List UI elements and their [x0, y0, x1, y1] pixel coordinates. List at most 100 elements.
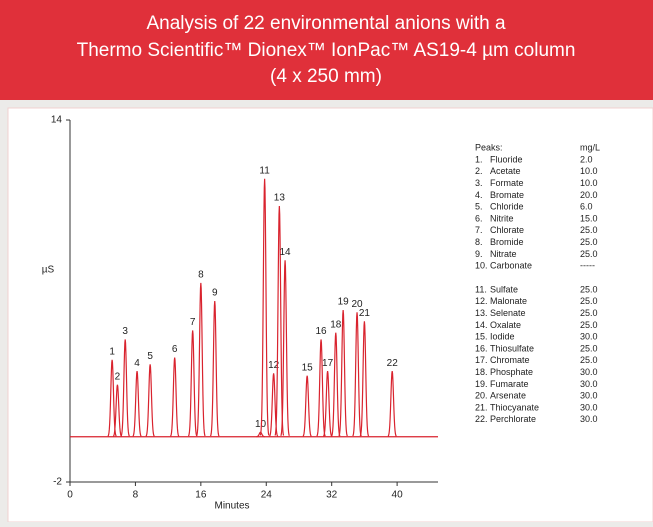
table-cell: Chloride — [490, 202, 524, 212]
peak — [169, 357, 180, 437]
peak-label: 4 — [134, 358, 140, 369]
peak — [316, 339, 326, 437]
peak — [209, 300, 220, 437]
peak-label: 6 — [172, 344, 178, 355]
table-cell: 30.0 — [580, 367, 598, 377]
peak — [112, 384, 123, 437]
peak — [387, 371, 397, 437]
x-tick-label: 0 — [67, 490, 73, 501]
peak — [338, 310, 348, 437]
table-cell: 25.0 — [580, 237, 598, 247]
table-cell: Thiocyanate — [490, 402, 539, 412]
peak — [302, 375, 312, 437]
y-tick-label: 14 — [51, 115, 63, 126]
peak — [187, 330, 198, 437]
table-cell: 25.0 — [580, 355, 598, 365]
table-cell: 12. — [475, 296, 488, 306]
table-cell: 10.0 — [580, 166, 598, 176]
table-cell: 10. — [475, 261, 488, 271]
x-tick-label: 24 — [261, 490, 273, 501]
table-cell: 10.0 — [580, 178, 598, 188]
table-cell: 11. — [475, 284, 487, 294]
title-line: (4 x 250 mm) — [270, 66, 382, 87]
table-cell: Nitrite — [490, 213, 514, 223]
x-tick-label: 8 — [133, 490, 139, 501]
x-tick-label: 32 — [326, 490, 338, 501]
table-cell: Fluoride — [490, 154, 523, 164]
chart-panel — [7, 107, 653, 523]
table-cell: Selenate — [490, 308, 526, 318]
table-cell: Bromate — [490, 190, 524, 200]
peak-label: 16 — [315, 326, 327, 337]
peak — [196, 282, 206, 437]
table-cell: 25.0 — [580, 249, 598, 259]
peak-label: 8 — [198, 270, 204, 281]
table-cell: 25.0 — [580, 308, 598, 318]
table-cell: 25.0 — [580, 225, 598, 235]
table-cell: Fumarate — [490, 379, 529, 389]
peak — [145, 364, 155, 437]
table-cell: 2.0 — [580, 154, 593, 164]
y-axis-label: µS — [42, 265, 55, 276]
peak — [259, 178, 270, 436]
peak-label: 21 — [359, 308, 371, 319]
peak-label: 11 — [259, 165, 270, 176]
peak-label: 10 — [255, 419, 267, 430]
table-cell: 30.0 — [580, 402, 598, 412]
table-cell: 22. — [475, 414, 488, 424]
table-cell: 6.0 — [580, 202, 593, 212]
peak-label: 5 — [147, 351, 153, 362]
table-cell: 16. — [475, 343, 488, 353]
table-cell: 14. — [475, 320, 488, 330]
table-cell: 2. — [475, 166, 483, 176]
table-cell: 20. — [475, 391, 488, 401]
peak-label: 9 — [212, 288, 218, 299]
peak-label: 20 — [351, 299, 363, 310]
table-cell: 15. — [475, 332, 488, 342]
table-header: Peaks: — [475, 142, 503, 152]
peak-label: 2 — [115, 371, 121, 382]
peak-label: 1 — [109, 346, 115, 357]
table-cell: Chromate — [490, 355, 530, 365]
title-line: Thermo Scientific™ Dionex™ IonPac™ AS19-… — [77, 40, 576, 61]
table-cell: Oxalate — [490, 320, 521, 330]
table-cell: Bromide — [490, 237, 524, 247]
table-cell: 9. — [475, 249, 483, 259]
table-cell: 4. — [475, 190, 483, 200]
table-cell: Phosphate — [490, 367, 533, 377]
peak-label: 19 — [338, 297, 350, 308]
peak-label: 12 — [268, 360, 280, 371]
table-cell: 19. — [475, 379, 488, 389]
peak-label: 22 — [387, 358, 399, 369]
table-cell: 17. — [475, 355, 488, 365]
table-cell: Perchlorate — [490, 414, 536, 424]
table-cell: 30.0 — [580, 379, 598, 389]
table-cell: 7. — [475, 225, 483, 235]
table-cell: Malonate — [490, 296, 527, 306]
peak — [322, 371, 333, 437]
table-cell: 6. — [475, 213, 483, 223]
table-cell: Nitrate — [490, 249, 517, 259]
table-cell: 21. — [475, 402, 488, 412]
table-cell: 30.0 — [580, 332, 598, 342]
table-cell: Chlorate — [490, 225, 524, 235]
table-cell: Formate — [490, 178, 524, 188]
table-cell: 30.0 — [580, 391, 598, 401]
table-cell: Arsenate — [490, 391, 526, 401]
peak-label: 13 — [274, 193, 286, 204]
x-tick-label: 40 — [392, 490, 404, 501]
peak-label: 3 — [122, 326, 128, 337]
table-cell: Thiosulfate — [490, 343, 534, 353]
table-cell: 13. — [475, 308, 488, 318]
table-cell: 1. — [475, 154, 483, 164]
table-cell: Acetate — [490, 166, 521, 176]
peak-label: 17 — [322, 358, 334, 369]
table-cell: 25.0 — [580, 284, 598, 294]
table-cell: Carbonate — [490, 261, 532, 271]
peak-label: 15 — [302, 362, 314, 373]
peak-label: 18 — [330, 319, 342, 330]
peak — [280, 260, 290, 436]
table-cell: 20.0 — [580, 190, 598, 200]
